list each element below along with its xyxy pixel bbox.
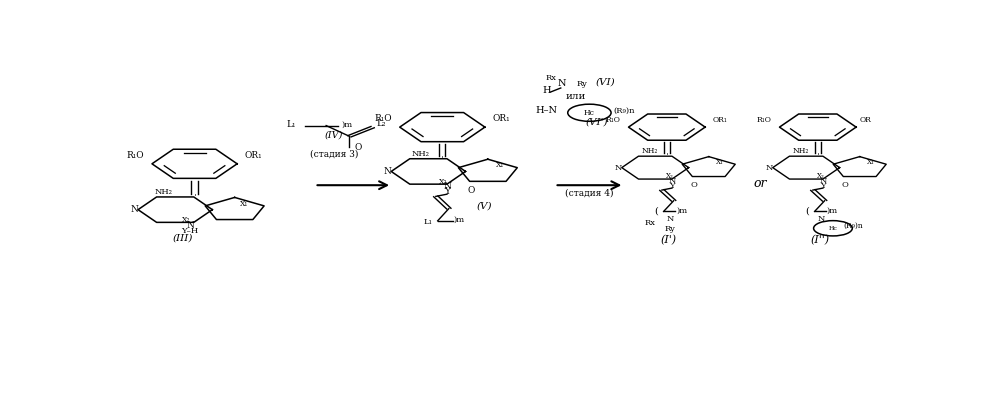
Text: или: или (566, 92, 586, 101)
Text: N: N (614, 164, 622, 172)
Text: N: N (384, 167, 392, 176)
Text: N: N (131, 205, 138, 214)
Text: OR₁: OR₁ (493, 114, 510, 123)
Text: (VI'): (VI') (585, 117, 608, 126)
Text: L₁: L₁ (424, 218, 433, 226)
Text: (VI): (VI) (595, 77, 614, 86)
Text: O: O (355, 143, 363, 152)
Text: Rx: Rx (545, 74, 556, 82)
Text: N: N (765, 164, 773, 172)
Text: OR₁: OR₁ (245, 151, 263, 160)
Text: NH₂: NH₂ (642, 147, 658, 155)
Text: (I'): (I') (660, 235, 676, 246)
Text: Ry: Ry (664, 225, 675, 233)
Text: OR: OR (860, 116, 872, 123)
Text: H: H (542, 87, 551, 96)
Text: X₁: X₁ (497, 161, 504, 170)
Text: X₂: X₂ (666, 172, 674, 180)
Text: R₁O: R₁O (605, 116, 620, 123)
Text: OR₁: OR₁ (713, 116, 728, 123)
Text: (: ( (654, 207, 658, 216)
Text: R₁O: R₁O (375, 114, 392, 123)
Text: )m: )m (454, 216, 465, 224)
Text: Hc: Hc (584, 109, 594, 117)
Text: R₁O: R₁O (127, 151, 144, 160)
Text: )m: )m (342, 121, 353, 129)
Text: O: O (690, 181, 697, 189)
Text: Rx: Rx (644, 219, 655, 227)
Text: R₁O: R₁O (757, 116, 772, 123)
Text: (: ( (805, 207, 809, 216)
Text: X₂: X₂ (182, 216, 191, 224)
Text: (стадия 4): (стадия 4) (565, 189, 613, 198)
Text: N: N (817, 215, 825, 223)
Text: N: N (819, 177, 826, 185)
Text: NH₂: NH₂ (412, 150, 430, 158)
Text: (стадия 3): (стадия 3) (310, 149, 358, 158)
Text: Y: Y (669, 182, 674, 190)
Text: X₁: X₁ (240, 200, 248, 208)
Text: L₂: L₂ (377, 119, 387, 127)
Text: N: N (186, 221, 194, 229)
Text: Hc: Hc (828, 226, 837, 231)
Text: (IV): (IV) (325, 131, 343, 140)
Text: X₂: X₂ (439, 178, 448, 186)
Text: )m: )m (676, 207, 687, 215)
Text: N: N (443, 181, 451, 191)
Text: (R₉)n: (R₉)n (613, 107, 635, 115)
Text: Y–H: Y–H (182, 227, 199, 235)
Text: N: N (668, 177, 675, 185)
Text: )m: )m (827, 207, 838, 215)
Text: (I''): (I'') (810, 235, 829, 246)
Text: O: O (841, 181, 848, 189)
Text: Y: Y (444, 187, 450, 197)
Text: (R₉)n: (R₉)n (843, 222, 863, 230)
Text: Ry: Ry (576, 80, 587, 88)
Text: X₂: X₂ (817, 172, 825, 180)
Text: N: N (558, 79, 566, 88)
Text: X₁: X₁ (867, 158, 875, 166)
Text: X₁: X₁ (716, 158, 724, 166)
Text: H–N: H–N (535, 106, 557, 116)
Text: NH₂: NH₂ (155, 188, 173, 196)
Text: or: or (753, 177, 766, 190)
Text: N: N (666, 215, 674, 223)
Text: NH₂: NH₂ (793, 147, 809, 155)
Text: (V): (V) (477, 202, 492, 211)
Text: Y: Y (820, 182, 826, 190)
Text: (III): (III) (173, 233, 193, 242)
Text: O: O (468, 186, 475, 195)
Text: L₁: L₁ (287, 120, 296, 129)
